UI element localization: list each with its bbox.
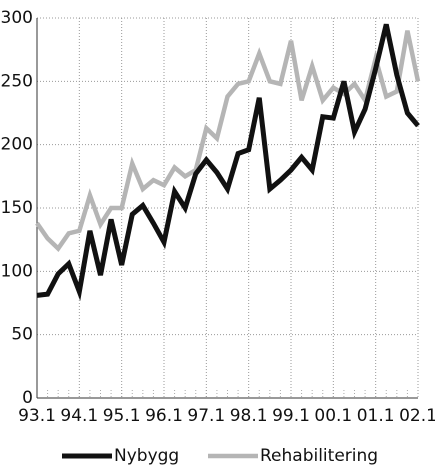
y-tick-label: 50	[11, 325, 33, 345]
x-tick-label: 98.1	[230, 406, 268, 426]
y-tick-label: 200	[1, 135, 33, 155]
legend-label: Nybygg	[114, 446, 179, 466]
x-tick-label: 99.1	[272, 406, 310, 426]
y-tick-label: 250	[1, 71, 33, 91]
x-tick-label: 94.1	[60, 406, 98, 426]
x-tick-label: 96.1	[145, 406, 183, 426]
series-line	[35, 30, 421, 252]
series-line	[36, 23, 420, 302]
legend-label: Rehabilitering	[260, 446, 378, 466]
y-tick-label: 150	[1, 198, 33, 218]
x-tick-label: 93.1	[18, 406, 56, 426]
y-tick-label: 100	[1, 261, 33, 281]
y-tick-label: 0	[22, 388, 33, 408]
x-tick-label: 97.1	[187, 406, 225, 426]
x-tick-label: 01.1	[357, 406, 395, 426]
x-tick-label: 00.1	[314, 406, 352, 426]
x-tick-label: 02.1	[399, 406, 435, 426]
y-tick-label: 300	[1, 8, 33, 28]
x-tick-label: 95.1	[103, 406, 141, 426]
